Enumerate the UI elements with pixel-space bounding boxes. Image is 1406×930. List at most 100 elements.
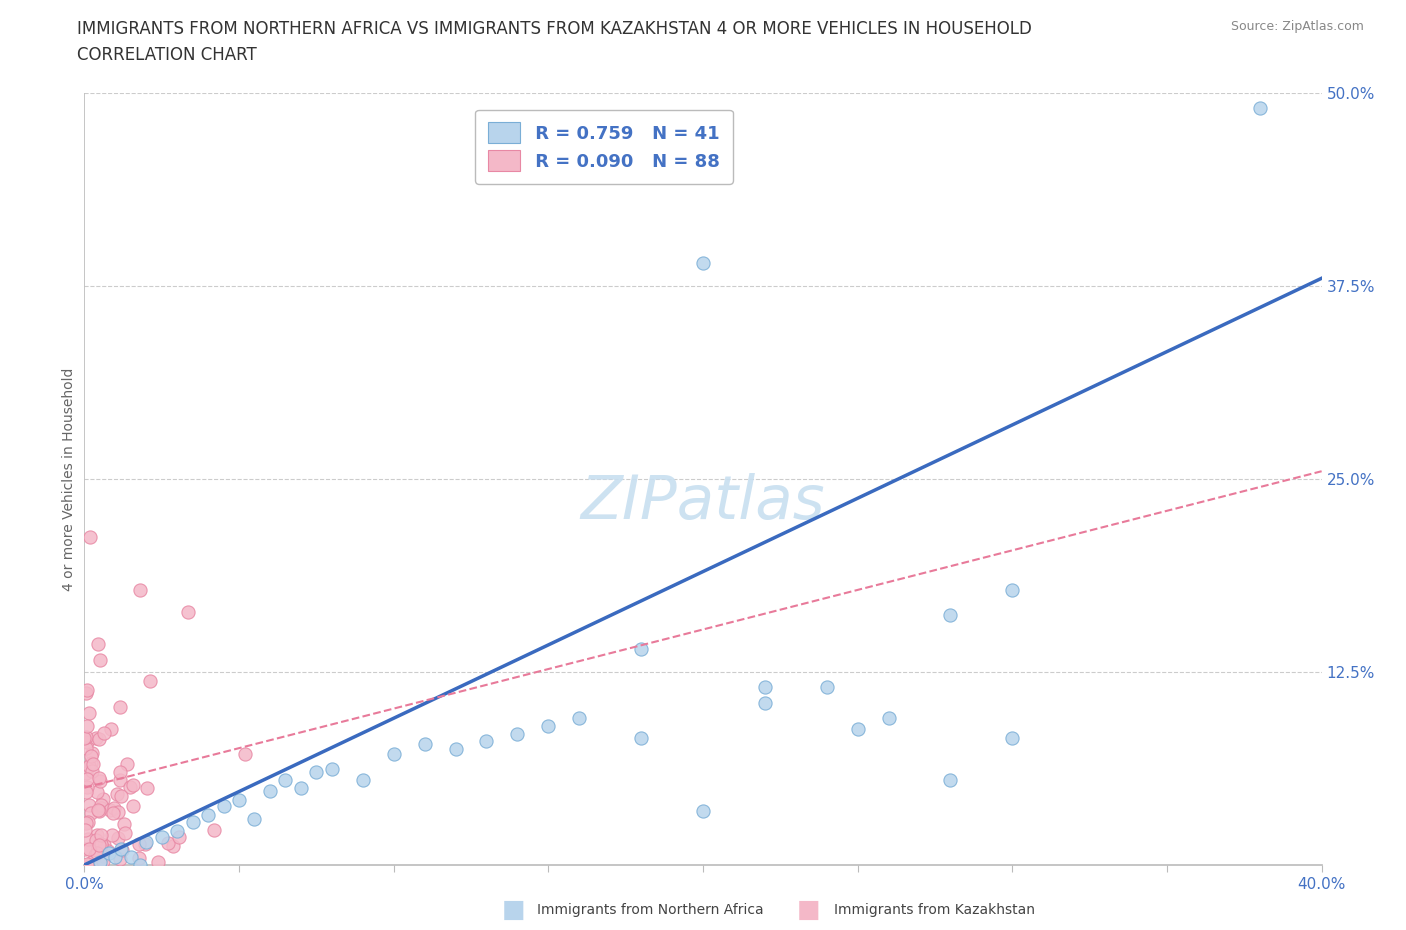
Point — [77, 815, 100, 830]
Point — [82, 757, 104, 772]
Point — [87, 732, 110, 747]
Point — [107, 831, 129, 846]
Point — [754, 680, 776, 695]
Point — [630, 731, 652, 746]
Point — [110, 789, 132, 804]
Point — [156, 835, 179, 850]
Point — [76, 771, 98, 786]
Point — [134, 836, 156, 851]
Point — [104, 850, 127, 865]
Point — [114, 826, 136, 841]
Point — [167, 830, 190, 844]
Text: ■: ■ — [502, 897, 524, 922]
Point — [108, 764, 131, 779]
Text: ■: ■ — [797, 897, 820, 922]
Point — [89, 774, 111, 789]
Point — [87, 636, 110, 651]
Point — [259, 783, 281, 798]
Point — [86, 845, 108, 860]
Point — [86, 784, 108, 799]
Point — [90, 838, 112, 853]
Text: Immigrants from Northern Africa: Immigrants from Northern Africa — [537, 902, 763, 917]
Point — [118, 780, 141, 795]
Text: IMMIGRANTS FROM NORTHERN AFRICA VS IMMIGRANTS FROM KAZAKHSTAN 4 OR MORE VEHICLES: IMMIGRANTS FROM NORTHERN AFRICA VS IMMIG… — [77, 20, 1032, 38]
Point — [115, 756, 138, 771]
Point — [90, 836, 112, 851]
Point — [150, 830, 173, 844]
Point — [108, 772, 131, 787]
Text: Source: ZipAtlas.com: Source: ZipAtlas.com — [1230, 20, 1364, 33]
Point — [121, 798, 143, 813]
Point — [444, 742, 467, 757]
Point — [91, 848, 114, 863]
Point — [87, 838, 110, 853]
Point — [73, 842, 96, 857]
Point — [86, 828, 108, 843]
Point — [77, 857, 100, 871]
Point — [76, 718, 98, 733]
Point — [76, 780, 98, 795]
Point — [108, 699, 131, 714]
Point — [243, 811, 266, 826]
Point — [162, 838, 184, 853]
Point — [128, 836, 150, 851]
Point — [103, 805, 125, 820]
Point — [84, 730, 107, 745]
Point — [111, 843, 134, 857]
Point — [181, 815, 204, 830]
Point — [877, 711, 900, 725]
Point — [1249, 101, 1271, 116]
Point — [105, 787, 128, 802]
Point — [76, 857, 98, 871]
Point — [1001, 583, 1024, 598]
Point — [77, 758, 100, 773]
Point — [112, 817, 135, 831]
Point — [76, 831, 98, 846]
Point — [89, 770, 111, 785]
Point — [815, 680, 838, 695]
Point — [93, 837, 115, 852]
Point — [197, 808, 219, 823]
Point — [110, 842, 132, 857]
Point — [1001, 731, 1024, 746]
Point — [90, 798, 112, 813]
Point — [382, 746, 405, 761]
Point — [98, 845, 121, 860]
Point — [93, 726, 115, 741]
Point — [537, 719, 560, 734]
Point — [692, 804, 714, 818]
Point — [139, 673, 162, 688]
Y-axis label: 4 or more Vehicles in Household: 4 or more Vehicles in Household — [62, 367, 76, 591]
Point — [84, 847, 107, 862]
Point — [77, 842, 100, 857]
Point — [75, 765, 97, 780]
Point — [75, 730, 97, 745]
Point — [630, 642, 652, 657]
Point — [754, 696, 776, 711]
Point — [75, 816, 97, 830]
Point — [305, 764, 328, 779]
Point — [87, 802, 110, 817]
Point — [233, 747, 256, 762]
Point — [75, 685, 97, 700]
Point — [80, 749, 103, 764]
Point — [89, 855, 111, 870]
Point — [75, 740, 97, 755]
Point — [136, 780, 159, 795]
Point — [80, 764, 103, 778]
Point — [939, 607, 962, 622]
Text: CORRELATION CHART: CORRELATION CHART — [77, 46, 257, 64]
Point — [212, 799, 235, 814]
Point — [91, 854, 114, 869]
Text: ZIPatlas: ZIPatlas — [581, 472, 825, 532]
Point — [177, 604, 200, 619]
Point — [202, 822, 225, 837]
Point — [166, 823, 188, 838]
Point — [146, 855, 169, 870]
Point — [77, 705, 100, 720]
Legend:  R = 0.759   N = 41,  R = 0.090   N = 88: R = 0.759 N = 41, R = 0.090 N = 88 — [475, 110, 733, 184]
Point — [80, 805, 103, 820]
Point — [76, 735, 98, 750]
Point — [89, 653, 111, 668]
Point — [107, 804, 129, 819]
